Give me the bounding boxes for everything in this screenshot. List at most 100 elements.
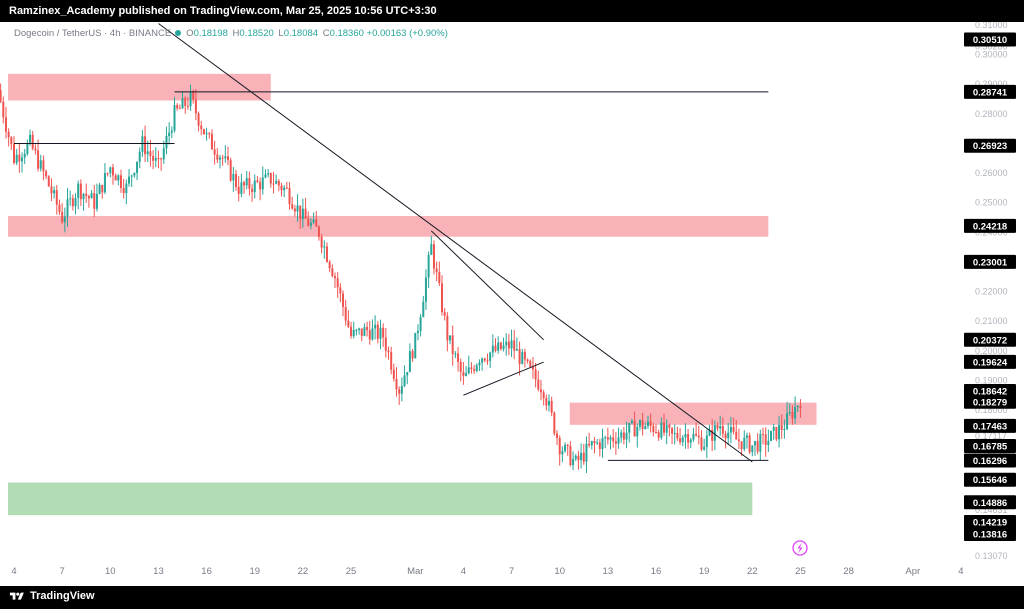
candle-body bbox=[358, 328, 361, 330]
chart-canvas[interactable]: 0.310000.302800.300000.290000.280000.270… bbox=[0, 22, 1024, 586]
price-tick-label: 0.26000 bbox=[975, 168, 1008, 178]
candle-body bbox=[77, 183, 80, 198]
price-tag-label: 0.18279 bbox=[973, 397, 1007, 408]
price-tag-box bbox=[964, 495, 1016, 510]
candle-body bbox=[497, 342, 500, 351]
candle-body bbox=[50, 186, 53, 194]
candle-body bbox=[315, 219, 318, 227]
candle-body bbox=[87, 196, 90, 199]
candle-body bbox=[620, 432, 623, 438]
candle-body bbox=[465, 373, 468, 376]
candle-body bbox=[649, 421, 652, 427]
date-tick-label: Mar bbox=[407, 566, 423, 577]
price-tag-label: 0.26923 bbox=[973, 141, 1007, 152]
candle-body bbox=[152, 156, 155, 161]
price-tag-label: 0.28741 bbox=[973, 87, 1008, 98]
candle-body bbox=[384, 337, 387, 351]
candle-body bbox=[379, 327, 382, 339]
price-tick-label: 0.13070 bbox=[975, 551, 1008, 561]
resistance-zone bbox=[8, 216, 769, 237]
candle-body bbox=[85, 193, 88, 197]
price-tag-box bbox=[964, 394, 1016, 409]
change-value: +0.00163 (+0.90%) bbox=[366, 28, 448, 39]
candle-body bbox=[74, 197, 77, 207]
candle-body bbox=[237, 186, 240, 194]
candle-body bbox=[703, 446, 706, 450]
candle-body bbox=[186, 105, 189, 107]
tradingview-logo[interactable]: TradingView bbox=[9, 590, 95, 602]
candle-body bbox=[590, 441, 593, 446]
candle-body bbox=[374, 324, 377, 329]
candle-body bbox=[676, 432, 679, 439]
date-tick-label: 10 bbox=[554, 566, 565, 577]
price-tag-label: 0.20372 bbox=[973, 335, 1007, 346]
candle-body bbox=[296, 205, 299, 212]
candle-body bbox=[751, 445, 754, 453]
candles-group bbox=[0, 83, 802, 474]
candle-body bbox=[475, 365, 478, 371]
date-tick-label: Apr bbox=[905, 566, 920, 577]
candle-body bbox=[133, 173, 136, 176]
candle-body bbox=[7, 131, 10, 138]
tradingview-logo-icon bbox=[9, 592, 24, 600]
candle-body bbox=[146, 151, 149, 155]
candle-body bbox=[625, 432, 628, 440]
candle-body bbox=[569, 446, 572, 466]
date-tick-label: 16 bbox=[201, 566, 212, 577]
candle-body bbox=[283, 187, 286, 191]
price-tick-label: 0.31000 bbox=[975, 22, 1008, 30]
price-tick-label: 0.16538 bbox=[975, 448, 1008, 458]
candle-body bbox=[414, 333, 417, 359]
date-tick-label: 13 bbox=[153, 566, 164, 577]
candle-body bbox=[122, 187, 125, 194]
candle-body bbox=[459, 361, 462, 372]
candle-body bbox=[553, 412, 556, 434]
candle-body bbox=[26, 142, 29, 154]
symbol-title[interactable]: Dogecoin / TetherUS · 4h · BINANCE bbox=[14, 28, 172, 39]
drawn-line-1 bbox=[158, 23, 753, 463]
candle-body bbox=[178, 108, 181, 110]
price-tag-label: 0.14886 bbox=[973, 498, 1007, 509]
candle-body bbox=[770, 430, 773, 441]
date-tick-label: 7 bbox=[509, 566, 514, 577]
date-tick-label: 4 bbox=[461, 566, 466, 577]
candle-body bbox=[31, 134, 34, 149]
candle-body bbox=[735, 431, 738, 440]
candle-body bbox=[363, 327, 366, 336]
candle-body bbox=[724, 433, 727, 439]
candle-body bbox=[160, 158, 163, 160]
candle-body bbox=[780, 424, 783, 430]
price-tick-label: 0.18000 bbox=[975, 405, 1008, 415]
candle-body bbox=[556, 433, 559, 438]
candle-body bbox=[106, 173, 109, 175]
open-value: 0.18198 bbox=[193, 28, 228, 39]
candle-body bbox=[697, 435, 700, 438]
candle-body bbox=[721, 426, 724, 434]
candle-body bbox=[606, 437, 609, 440]
candle-body bbox=[184, 98, 187, 106]
candle-body bbox=[288, 187, 291, 205]
candle-body bbox=[47, 176, 50, 187]
candle-body bbox=[154, 158, 157, 161]
candle-body bbox=[596, 442, 599, 444]
candle-body bbox=[598, 442, 601, 449]
price-tag-label: 0.17463 bbox=[973, 421, 1007, 432]
candle-body bbox=[566, 444, 569, 447]
price-tick-label: 0.28000 bbox=[975, 109, 1008, 119]
candle-body bbox=[679, 438, 682, 443]
candle-body bbox=[507, 341, 510, 349]
candle-body bbox=[39, 160, 42, 169]
price-tag-label: 0.18642 bbox=[973, 387, 1007, 398]
candle-body bbox=[256, 180, 259, 182]
candle-body bbox=[120, 175, 122, 188]
price-tag-box bbox=[964, 418, 1016, 433]
price-tag-label: 0.23001 bbox=[973, 257, 1008, 268]
candle-body bbox=[513, 340, 516, 351]
price-tag-label: 0.13816 bbox=[973, 529, 1007, 540]
price-tag-box bbox=[964, 472, 1016, 487]
candle-body bbox=[687, 433, 690, 443]
candle-body bbox=[470, 367, 473, 370]
candle-body bbox=[141, 136, 144, 152]
price-tag-box bbox=[964, 453, 1016, 468]
candle-body bbox=[673, 432, 676, 434]
